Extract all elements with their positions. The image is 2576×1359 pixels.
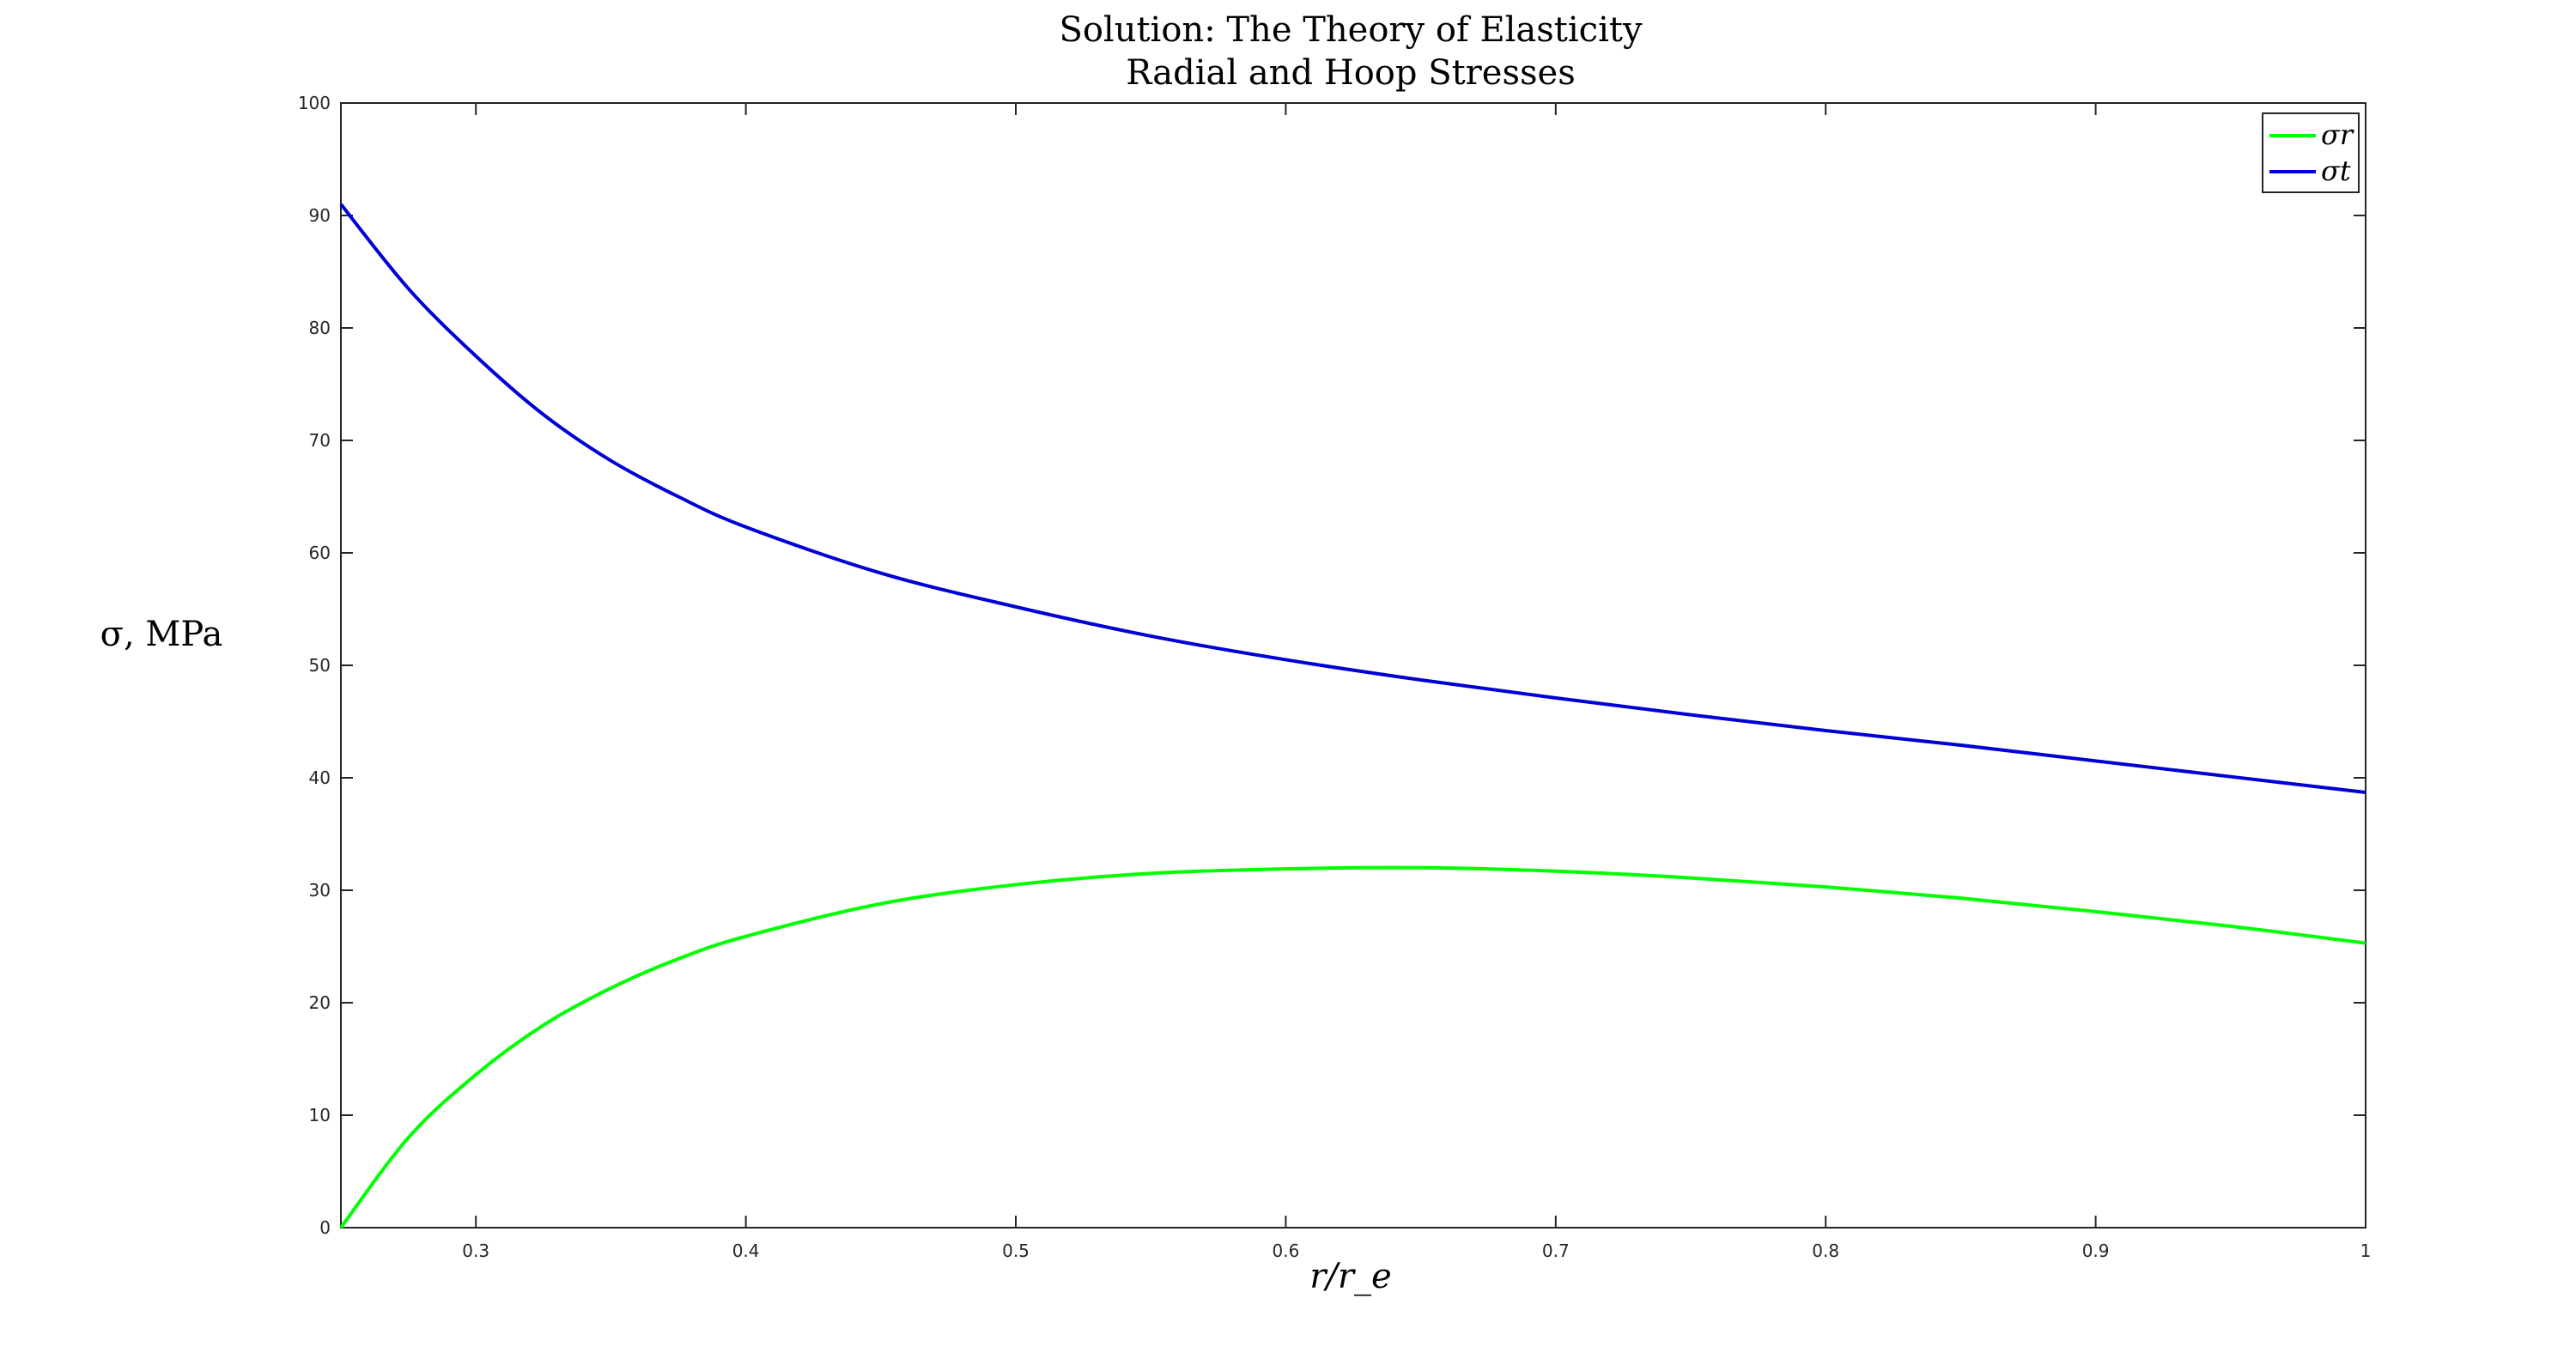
y-tick-label: 80 xyxy=(309,318,331,338)
title-group: Solution: The Theory of Elasticity Radia… xyxy=(1059,10,1643,93)
x-axis-label: r/r_e xyxy=(1309,1257,1391,1296)
axis-tick-labels: 0.3 0.4 0.5 0.6 0.7 0.8 0.9 1010203040506070809… xyxy=(298,93,2372,1261)
x-tick-label: 0.3 xyxy=(462,1241,489,1261)
y-tick-label: 40 xyxy=(309,767,331,788)
axis-ticks xyxy=(341,102,2366,1229)
x-tick-label: 0.5 xyxy=(1002,1241,1030,1261)
x-tick-label: 1 xyxy=(2360,1241,2372,1261)
series-lines xyxy=(339,203,2366,1229)
y-tick-label: 0 xyxy=(319,1217,331,1238)
legend-entry: σr xyxy=(2321,118,2354,151)
legend-box xyxy=(2262,112,2360,193)
y-tick-label: 30 xyxy=(309,880,331,901)
x-tick-label: 0.9 xyxy=(2082,1241,2110,1261)
y-axis-label: σ, MPa xyxy=(100,615,223,654)
y-tick-label: 70 xyxy=(309,430,331,451)
series-line-sigma-r xyxy=(339,865,2366,1229)
plot-area xyxy=(340,102,2366,1229)
y-tick-label: 50 xyxy=(309,655,331,676)
x-tick-label: 0.4 xyxy=(732,1241,760,1261)
y-tick-label: 20 xyxy=(309,992,331,1013)
chart-title: Solution: The Theory of Elasticity xyxy=(1059,10,1643,50)
y-tick-label: 90 xyxy=(309,205,331,226)
series-line-sigma-t xyxy=(339,203,2366,795)
chart-subtitle: Radial and Hoop Stresses xyxy=(1126,53,1575,93)
x-tick-label: 0.8 xyxy=(1812,1241,1839,1261)
legend: σr σt xyxy=(2262,112,2360,193)
x-tick-label: 0.6 xyxy=(1272,1241,1299,1261)
y-tick-label: 100 xyxy=(298,93,331,113)
legend-entry: σt xyxy=(2321,155,2351,187)
y-tick-label: 60 xyxy=(309,543,331,563)
y-tick-label: 10 xyxy=(309,1105,331,1125)
x-tick-label: 0.7 xyxy=(1542,1241,1570,1261)
